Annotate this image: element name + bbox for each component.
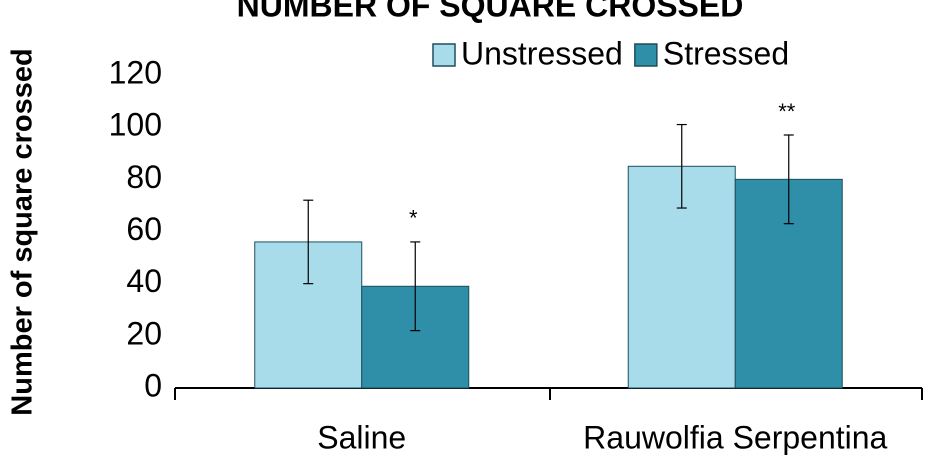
- x-tick-label: Saline: [317, 419, 406, 455]
- chart-title: NUMBER OF SQUARE CROSSED: [237, 0, 744, 23]
- y-tick-label: 100: [109, 107, 162, 143]
- legend-swatch: [432, 43, 456, 67]
- legend-label: Stressed: [663, 35, 789, 71]
- y-tick-label: 0: [144, 367, 162, 403]
- significance-mark: *: [409, 206, 418, 231]
- significance-mark: **: [778, 99, 796, 124]
- y-tick-label: 120: [109, 54, 162, 90]
- y-axis-label: Number of square crossed: [7, 48, 39, 415]
- y-tick-label: 80: [126, 159, 162, 195]
- y-tick-label: 20: [126, 315, 162, 351]
- y-tick-label: 60: [126, 211, 162, 247]
- y-tick-label: 40: [126, 263, 162, 299]
- x-tick-label: Rauwolfia Serpentina: [583, 419, 887, 455]
- legend-label: Unstressed: [461, 35, 623, 71]
- legend-swatch: [634, 43, 658, 67]
